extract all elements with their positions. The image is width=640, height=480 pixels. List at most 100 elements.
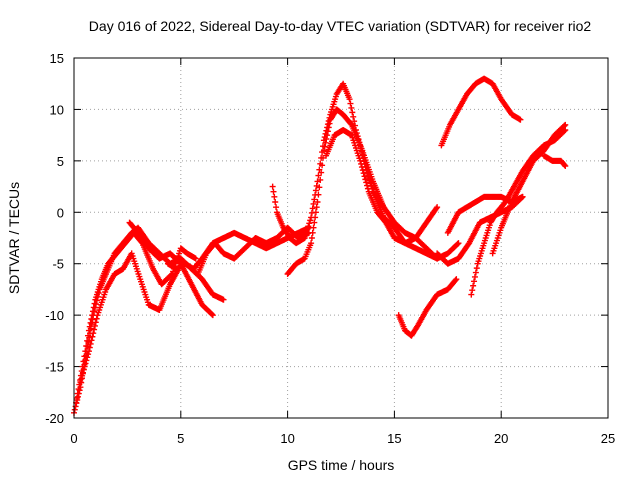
- data-point: [360, 170, 367, 177]
- data-point: [473, 265, 480, 272]
- data-point: [319, 162, 326, 169]
- data-point: [271, 193, 278, 200]
- data-point: [309, 205, 316, 212]
- data-point: [272, 199, 279, 205]
- data-point: [363, 179, 370, 186]
- data-point: [317, 176, 324, 183]
- data-point: [303, 229, 310, 236]
- data-point: [350, 113, 357, 120]
- series-track-11: [395, 276, 460, 339]
- data-point: [86, 344, 93, 351]
- data-point: [78, 375, 85, 382]
- data-point: [80, 366, 87, 373]
- data-point: [562, 163, 569, 169]
- data-point: [83, 357, 90, 364]
- data-point: [311, 219, 318, 226]
- data-point: [363, 166, 370, 173]
- data-point: [365, 172, 372, 179]
- data-point: [561, 161, 568, 168]
- data-point: [316, 184, 323, 191]
- data-point: [324, 132, 331, 139]
- data-point: [455, 240, 462, 247]
- data-point: [468, 291, 475, 298]
- y-tick-label: -15: [45, 360, 64, 375]
- data-point: [90, 304, 97, 311]
- data-point: [517, 116, 524, 123]
- data-point: [562, 121, 569, 128]
- data-point: [304, 226, 311, 233]
- data-point: [85, 332, 92, 339]
- data-point: [346, 96, 353, 103]
- data-point: [322, 139, 329, 146]
- data-point: [270, 188, 277, 195]
- x-tick-label: 20: [494, 431, 508, 446]
- y-tick-label: 10: [50, 102, 64, 117]
- data-point: [75, 386, 82, 393]
- data-point: [434, 204, 441, 211]
- chart-title: Day 016 of 2022, Sidereal Day-to-day VTE…: [89, 18, 592, 34]
- series-track-10: [359, 152, 441, 262]
- data-point: [321, 143, 328, 150]
- data-point: [362, 176, 369, 183]
- x-tick-label: 5: [177, 431, 184, 446]
- data-points: [71, 75, 569, 416]
- data-point: [91, 326, 98, 333]
- data-point: [81, 363, 88, 370]
- data-point: [367, 180, 374, 187]
- data-point: [308, 240, 315, 247]
- data-point: [315, 191, 322, 198]
- data-point: [320, 147, 327, 154]
- data-point: [311, 196, 318, 203]
- data-point: [326, 120, 333, 127]
- data-point: [91, 300, 98, 307]
- data-point: [307, 217, 314, 224]
- data-point: [79, 372, 86, 379]
- data-point: [469, 287, 476, 294]
- data-point: [471, 273, 478, 280]
- x-tick-label: 0: [70, 431, 77, 446]
- data-point: [85, 351, 92, 358]
- data-point: [89, 312, 96, 319]
- x-tick-label: 25: [601, 431, 615, 446]
- data-point: [359, 152, 366, 159]
- data-point: [312, 214, 319, 221]
- data-point: [360, 155, 367, 162]
- grid-lines: [74, 58, 608, 418]
- data-point: [309, 229, 316, 236]
- data-point: [453, 276, 460, 283]
- data-point: [310, 224, 317, 231]
- data-point: [81, 353, 88, 360]
- data-point: [305, 223, 312, 230]
- data-point: [471, 278, 478, 285]
- data-point: [82, 360, 89, 367]
- series-track-14: [438, 75, 524, 149]
- data-point: [79, 369, 86, 376]
- data-point: [73, 395, 80, 402]
- data-point: [91, 322, 98, 329]
- data-point: [273, 204, 280, 211]
- data-point: [472, 269, 479, 276]
- data-point: [313, 204, 320, 211]
- x-axis-label: GPS time / hours: [288, 457, 395, 473]
- data-point: [92, 319, 99, 326]
- data-point: [361, 173, 368, 180]
- data-point: [209, 311, 216, 318]
- data-point: [366, 177, 373, 184]
- data-point: [315, 172, 322, 179]
- data-point: [347, 120, 354, 127]
- data-point: [87, 340, 94, 347]
- data-point: [349, 109, 356, 116]
- data-point: [76, 387, 83, 394]
- data-point: [192, 255, 199, 262]
- data-point: [302, 232, 309, 239]
- y-tick-label: -20: [45, 411, 64, 426]
- x-tick-label: 10: [280, 431, 294, 446]
- series-track-2: [73, 229, 199, 406]
- data-point: [364, 169, 371, 176]
- data-point: [519, 193, 526, 200]
- series-track-4: [126, 219, 216, 319]
- data-point: [347, 100, 354, 107]
- data-point: [452, 277, 459, 284]
- data-point: [312, 187, 319, 194]
